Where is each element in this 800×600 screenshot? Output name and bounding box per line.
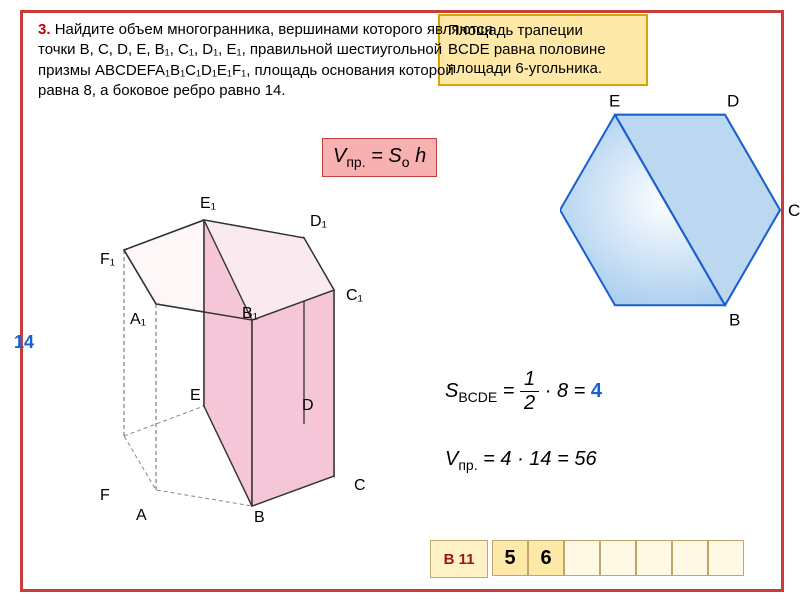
answer-digit[interactable] <box>564 540 600 576</box>
svg-text:E: E <box>190 387 201 404</box>
svg-text:D: D <box>727 92 739 111</box>
problem-line: точки B, C, D, E, B₁, C₁, D₁, E₁, правил… <box>38 41 442 58</box>
svg-text:C₁: C₁ <box>346 287 363 304</box>
formula-area-bcde: SBCDE = 12 · 8 = 4 <box>445 368 602 415</box>
hexagon-diagram: E D C B <box>560 80 800 350</box>
answer-digit[interactable] <box>636 540 672 576</box>
svg-text:C: C <box>354 477 366 494</box>
answer-digit[interactable]: 5 <box>492 540 528 576</box>
svg-text:E₁: E₁ <box>200 195 216 212</box>
svg-text:B₁: B₁ <box>242 305 258 322</box>
answer-task-label[interactable]: В 11 <box>430 540 488 578</box>
svg-text:E: E <box>609 92 620 111</box>
formula-volume-result: Vпр. = 4 · 14 = 56 <box>445 448 597 473</box>
svg-text:C: C <box>788 201 800 220</box>
answer-digit[interactable] <box>600 540 636 576</box>
problem-line: равна 8, а боковое ребро равно 14. <box>38 82 286 99</box>
problem-number: 3. <box>38 21 51 38</box>
svg-text:A₁: A₁ <box>130 311 146 328</box>
answer-digit[interactable] <box>708 540 744 576</box>
svg-text:B: B <box>729 310 740 329</box>
problem-line: призмы ABCDEFA₁B₁C₁D₁E₁F₁, площадь основ… <box>38 62 454 79</box>
svg-text:D₁: D₁ <box>310 213 327 230</box>
answer-bar: В 11 5 6 <box>430 540 744 576</box>
svg-text:F: F <box>100 487 110 504</box>
answer-digit[interactable]: 6 <box>528 540 564 576</box>
answer-digit[interactable] <box>672 540 708 576</box>
edge-length-label: 14 <box>14 332 34 353</box>
problem-line: Найдите объем многогранника, вершинами к… <box>55 21 493 38</box>
svg-text:D: D <box>302 397 314 414</box>
svg-text:A: A <box>136 507 147 524</box>
prism-diagram: F₁ E₁ D₁ C₁ B₁ A₁ F E D C B A <box>70 160 390 540</box>
svg-text:B: B <box>254 509 265 526</box>
svg-text:F₁: F₁ <box>100 251 115 268</box>
